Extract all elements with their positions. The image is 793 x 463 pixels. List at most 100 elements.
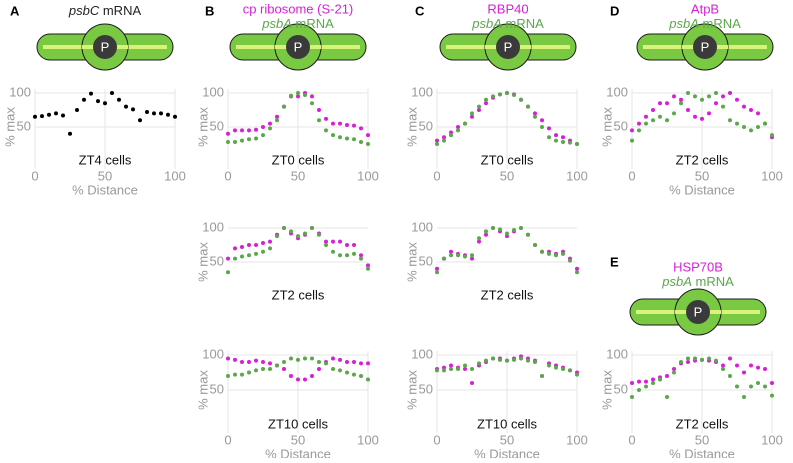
- panel-subtitle: ZT10 cells: [268, 416, 328, 431]
- data-point: [770, 133, 774, 138]
- data-point: [449, 253, 453, 258]
- data-point: [296, 377, 300, 382]
- data-point: [254, 251, 258, 256]
- data-point: [289, 374, 293, 378]
- data-point: [324, 243, 328, 247]
- data-point: [533, 243, 537, 247]
- data-point: [637, 388, 641, 392]
- data-point: [700, 116, 704, 121]
- y-tick-label: 100: [411, 84, 433, 99]
- cell-icon: P: [36, 23, 174, 71]
- data-point: [226, 256, 230, 261]
- data-point: [261, 240, 265, 245]
- data-point: [275, 118, 279, 123]
- data-point: [254, 127, 258, 132]
- data-point: [658, 114, 662, 119]
- data-point: [110, 91, 114, 95]
- data-point: [366, 133, 370, 138]
- data-point: [742, 125, 746, 129]
- data-point: [728, 374, 732, 378]
- data-point: [366, 361, 370, 366]
- data-point: [526, 232, 530, 237]
- data-point: [533, 360, 537, 364]
- y-tick-label: 50: [419, 381, 433, 396]
- data-point: [226, 270, 230, 275]
- data-point: [679, 97, 683, 102]
- data-point: [763, 367, 767, 371]
- data-point: [477, 236, 481, 241]
- data-point: [331, 121, 335, 126]
- data-point: [366, 142, 370, 146]
- data-point: [533, 111, 537, 116]
- data-point: [561, 251, 565, 256]
- pyrenoid: [693, 35, 717, 59]
- panel-subtitle: ZT2 cells: [676, 416, 729, 431]
- x-tick-label: 100: [566, 432, 588, 447]
- y-tick-label: 100: [202, 84, 224, 99]
- data-point: [261, 367, 265, 371]
- data-point: [449, 363, 453, 368]
- data-point: [505, 358, 509, 363]
- x-tick-label: 0: [628, 168, 635, 183]
- data-point: [735, 384, 739, 389]
- data-point: [338, 253, 342, 258]
- x-tick-label: 50: [500, 168, 514, 183]
- cell-icon: P: [629, 288, 767, 336]
- data-point: [742, 395, 746, 399]
- data-point: [498, 227, 502, 232]
- data-point: [345, 370, 349, 375]
- data-point: [124, 104, 128, 109]
- data-point: [491, 356, 495, 361]
- data-point: [282, 226, 286, 230]
- data-point: [484, 358, 488, 363]
- data-point: [324, 116, 328, 121]
- data-point: [345, 243, 349, 247]
- data-point: [275, 114, 279, 119]
- data-point: [540, 125, 544, 129]
- data-point: [491, 94, 495, 99]
- y-tick-label: 100: [9, 84, 31, 99]
- y-axis-label: % max: [195, 107, 210, 147]
- x-tick-label: 100: [164, 168, 186, 183]
- x-tick-label: 0: [31, 168, 38, 183]
- data-point: [247, 253, 251, 258]
- data-point: [456, 367, 460, 371]
- data-point: [352, 243, 356, 247]
- data-point: [254, 136, 258, 141]
- data-point: [686, 360, 690, 364]
- panel-subtitle: ZT4 cells: [79, 152, 132, 167]
- panel-letter: A: [10, 3, 20, 18]
- data-point: [749, 384, 753, 389]
- data-point: [575, 372, 579, 377]
- data-point: [714, 91, 718, 95]
- data-point: [233, 128, 237, 133]
- data-point: [463, 121, 467, 126]
- data-point: [442, 135, 446, 140]
- panel-subtitle: ZT2 cells: [676, 152, 729, 167]
- legend-label: psbA mRNA: [261, 16, 334, 31]
- panel-letter: B: [205, 3, 214, 18]
- data-point: [89, 91, 93, 96]
- data-point: [651, 108, 655, 112]
- data-point: [630, 395, 634, 399]
- data-point: [651, 377, 655, 382]
- data-point: [470, 367, 474, 371]
- data-point: [366, 377, 370, 382]
- data-point: [435, 368, 439, 373]
- data-point: [261, 125, 265, 129]
- data-point: [240, 372, 244, 377]
- y-tick-label: 50: [614, 118, 628, 133]
- pyrenoid-label: P: [701, 39, 710, 54]
- data-point: [240, 360, 244, 364]
- data-point: [366, 266, 370, 271]
- data-point: [519, 97, 523, 102]
- data-point: [728, 118, 732, 123]
- data-point: [310, 226, 314, 230]
- y-tick-label: 50: [210, 253, 224, 268]
- data-point: [477, 239, 481, 244]
- y-tick-label: 50: [210, 381, 224, 396]
- y-axis-label: % max: [195, 370, 210, 410]
- data-point: [721, 367, 725, 371]
- legend-label: cp ribosome (S-21): [243, 1, 354, 16]
